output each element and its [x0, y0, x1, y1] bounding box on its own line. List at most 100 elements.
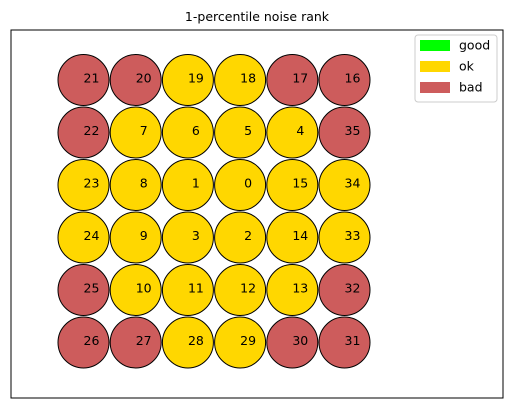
pixel-label: 17 [292, 71, 308, 86]
pixel-label: 32 [345, 281, 361, 296]
pixel-marker [109, 106, 162, 159]
pixel-marker [266, 54, 319, 106]
pixel-marker [214, 316, 267, 369]
pixel-label: 28 [188, 333, 204, 348]
pixel-marker [318, 211, 371, 264]
pixel-label: 29 [240, 333, 256, 348]
pixel-cell: 13 [266, 264, 319, 316]
pixel-cell: 4 [266, 106, 319, 159]
pixel-cell: 27 [109, 316, 162, 369]
pixel-label: 5 [244, 123, 252, 138]
pixel-label: 0 [244, 176, 252, 191]
pixel-label: 8 [140, 176, 148, 191]
pixel-label: 26 [84, 333, 100, 348]
pixel-label: 20 [136, 71, 152, 86]
pixel-label: 30 [292, 333, 308, 348]
legend-swatch-bad [420, 82, 450, 93]
pixel-marker [109, 54, 162, 106]
pixel-marker [109, 159, 162, 211]
pixel-marker [266, 316, 319, 369]
pixel-cell: 14 [266, 211, 319, 264]
pixel-label: 12 [240, 281, 256, 296]
pixel-cell: 11 [161, 264, 214, 316]
pixel-cell: 16 [318, 54, 371, 106]
pixel-marker [318, 264, 371, 316]
pixel-cell: 34 [318, 159, 371, 211]
pixel-cell: 33 [318, 211, 371, 264]
pixel-label: 24 [84, 228, 100, 243]
pixel-cell: 5 [214, 106, 267, 159]
pixel-marker [318, 106, 371, 159]
pixel-label: 23 [84, 176, 100, 191]
legend-swatch-good [420, 40, 450, 51]
pixel-cell: 21 [57, 54, 110, 106]
pixel-cell: 3 [161, 211, 214, 264]
pixel-cell: 1 [161, 159, 214, 211]
pixel-marker [266, 159, 319, 211]
pixel-cell: 32 [318, 264, 371, 316]
pixel-label: 21 [84, 71, 100, 86]
pixel-label: 25 [84, 281, 100, 296]
pixel-cell: 35 [318, 106, 371, 159]
pixel-label: 13 [292, 281, 308, 296]
pixel-marker [318, 159, 371, 211]
pixel-marker [57, 54, 110, 106]
pixel-marker [57, 211, 110, 264]
pixel-label: 22 [84, 123, 100, 138]
pixel-marker [266, 264, 319, 316]
pixel-cell: 7 [109, 106, 162, 159]
legend-label-bad: bad [459, 80, 483, 95]
legend-swatch-ok [420, 61, 450, 72]
pixel-label: 3 [192, 228, 200, 243]
pixel-label: 11 [188, 281, 204, 296]
pixel-marker [318, 54, 371, 106]
pixel-marker [161, 54, 214, 106]
pixel-label: 27 [136, 333, 152, 348]
pixel-marker [109, 211, 162, 264]
pixel-cell: 26 [57, 316, 110, 369]
pixel-cell: 24 [57, 211, 110, 264]
pixel-cell: 6 [161, 106, 214, 159]
pixel-cell: 10 [109, 264, 162, 316]
pixel-marker [161, 211, 214, 264]
pixel-cell: 2 [214, 211, 267, 264]
pixel-marker [161, 316, 214, 369]
legend-label-good: good [459, 38, 490, 53]
legend: good ok bad [414, 34, 498, 103]
pixel-cell: 12 [214, 264, 267, 316]
pixel-marker [214, 159, 267, 211]
pixel-label: 7 [140, 123, 148, 138]
pixel-marker [214, 106, 267, 159]
pixel-label: 1 [192, 176, 200, 191]
pixel-label: 14 [292, 228, 308, 243]
pixel-label: 35 [345, 123, 361, 138]
pixel-marker [266, 106, 319, 159]
pixel-cell: 0 [214, 159, 267, 211]
pixel-cell: 28 [161, 316, 214, 369]
pixel-label: 9 [140, 228, 148, 243]
pixel-label: 19 [188, 71, 204, 86]
pixel-label: 4 [296, 123, 304, 138]
pixel-marker [214, 264, 267, 316]
pixel-cell: 20 [109, 54, 162, 106]
pixel-cell: 8 [109, 159, 162, 211]
pixel-marker [109, 316, 162, 369]
pixel-cell: 15 [266, 159, 319, 211]
pixel-cell: 19 [161, 54, 214, 106]
pixel-marker [57, 159, 110, 211]
pixel-label: 6 [192, 123, 200, 138]
pixel-label: 2 [244, 228, 252, 243]
pixel-marker [266, 211, 319, 264]
pixel-label: 10 [136, 281, 152, 296]
pixel-cell: 23 [57, 159, 110, 211]
pixel-marker [161, 159, 214, 211]
pixel-marker [109, 264, 162, 316]
pixel-marker [57, 106, 110, 159]
pixel-marker [214, 54, 267, 106]
pixel-cell: 18 [214, 54, 267, 106]
pixel-label: 18 [240, 71, 256, 86]
pixel-label: 15 [292, 176, 308, 191]
legend-label-ok: ok [459, 59, 475, 74]
